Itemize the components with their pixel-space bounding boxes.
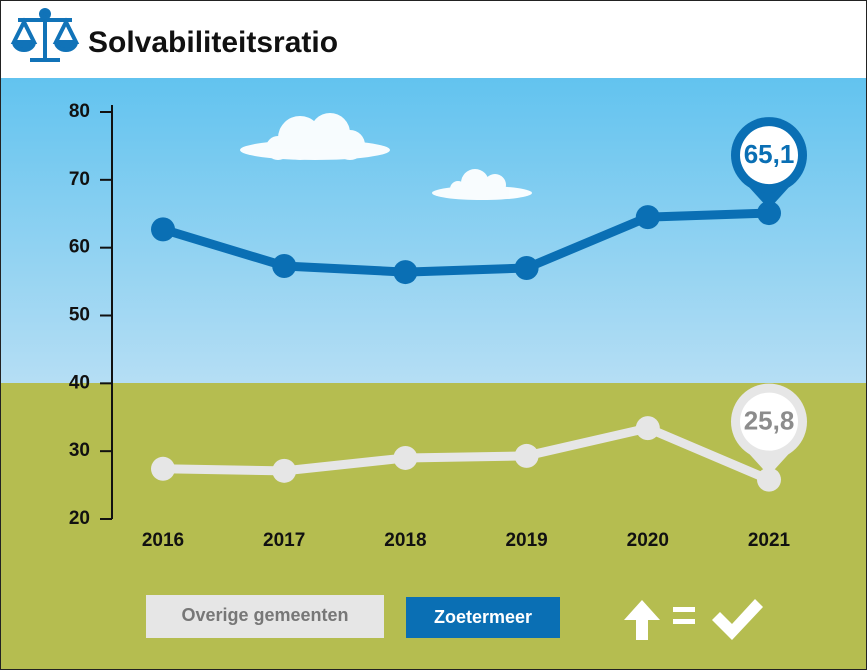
- legend-label: Overige gemeenten: [181, 605, 348, 625]
- value-label: 65,1: [744, 139, 795, 169]
- x-tick-label: 2016: [142, 530, 184, 551]
- point: [514, 443, 539, 468]
- y-tick-label: 20: [69, 508, 90, 529]
- pin-inner: [740, 392, 798, 451]
- scales-icon: [10, 8, 80, 62]
- chart-title: Solvabiliteitsratio: [88, 26, 338, 59]
- y-tick-label: 70: [69, 169, 90, 190]
- point: [757, 201, 781, 226]
- x-tick-label: 2018: [384, 530, 426, 551]
- value-label: 25,8: [744, 406, 795, 436]
- x-tick-label: 2020: [627, 530, 669, 551]
- point: [635, 205, 660, 230]
- y-tick-label: 80: [69, 101, 90, 122]
- y-tick-label: 50: [69, 305, 90, 326]
- x-tick-label: 2017: [263, 530, 305, 551]
- y-tick-label: 30: [69, 440, 90, 461]
- legend-label: Zoetermeer: [434, 607, 532, 627]
- point: [151, 217, 175, 242]
- sky: [0, 78, 867, 383]
- line: [161, 208, 770, 277]
- point: [757, 467, 781, 492]
- point: [393, 260, 418, 285]
- y-tick-label: 40: [69, 372, 90, 393]
- pin: [749, 453, 789, 476]
- legend-box: [406, 597, 560, 638]
- point: [635, 416, 660, 441]
- pin-inner: [740, 126, 798, 185]
- pin: [749, 187, 789, 210]
- line: [162, 423, 771, 484]
- point: [393, 445, 418, 470]
- point: [151, 456, 175, 481]
- point: [272, 253, 297, 278]
- x-tick-label: 2021: [748, 530, 791, 551]
- point: [272, 458, 297, 483]
- point: [514, 256, 539, 281]
- y-tick-label: 60: [69, 237, 90, 258]
- legend-box: [146, 595, 384, 638]
- cloud: [240, 113, 532, 200]
- x-tick-label: 2019: [505, 530, 547, 551]
- target-symbol: [624, 599, 763, 640]
